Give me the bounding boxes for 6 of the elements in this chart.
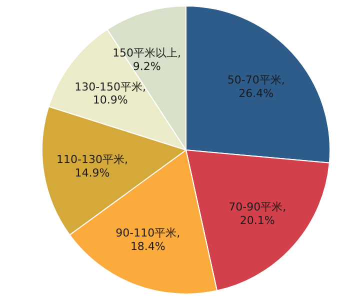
- slice-label: 90-110平米, 18.4%: [116, 226, 180, 253]
- slice-label: 130-150平米, 10.9%: [74, 80, 146, 107]
- slice-label: 110-130平米, 14.9%: [56, 153, 128, 180]
- slice-label: 150平米以上, 9.2%: [112, 46, 182, 73]
- slice-label: 70-90平米, 20.1%: [228, 200, 286, 227]
- slice-label: 50-70平米, 26.4%: [227, 74, 285, 100]
